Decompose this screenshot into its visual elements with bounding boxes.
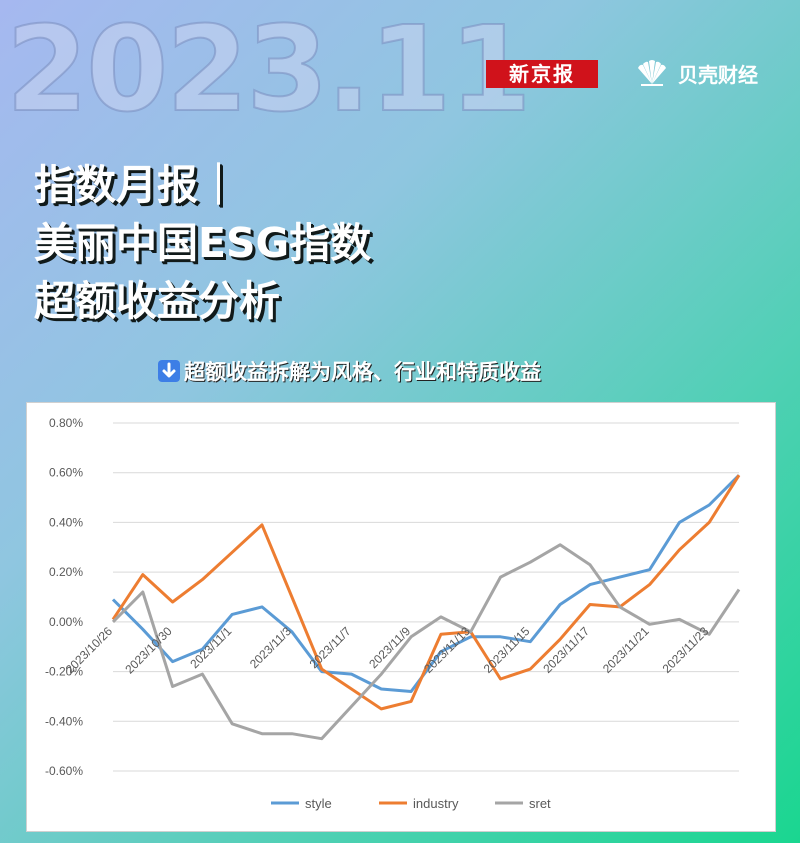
chart-panel: 0.80% 0.60% 0.40% 0.20% 0.00% -0.20% -0.40% -0.… (26, 402, 776, 832)
x-tick-label: 2023/11/1 (187, 624, 234, 671)
series-line-industry (111, 474, 741, 711)
down-arrow-icon (158, 360, 180, 382)
x-tick-label: 2023/11/21 (600, 624, 652, 676)
legend-label-style: style (305, 796, 332, 811)
title-line-3: 超额收益分析 (34, 277, 280, 325)
x-tick-label: 2023/10/26 (63, 624, 116, 677)
page-title: 指数月报｜ 美丽中国ESG指数 超额收益分析 (34, 156, 371, 330)
shell-icon (638, 60, 666, 86)
legend-label-industry: industry (413, 796, 459, 811)
beike-caijing-text: 贝壳财经 (678, 62, 758, 87)
series-line-style (111, 474, 741, 693)
line-chart: 0.80% 0.60% 0.40% 0.20% 0.00% -0.20% -0.40% -0.… (45, 416, 741, 811)
y-tick-label: 0.80% (49, 416, 83, 430)
y-tick-label: 0.40% (49, 515, 83, 529)
y-tick-label: 0.60% (49, 466, 83, 480)
year-month-watermark: 2023.11 (5, 0, 532, 138)
y-tick-label: 0.20% (49, 565, 83, 579)
y-tick-label: -0.60% (45, 764, 83, 778)
beike-caijing-logo: 贝壳财经 (632, 58, 758, 88)
title-line-1: 指数月报｜ (34, 161, 239, 209)
title-line-2: 美丽中国ESG指数 (34, 219, 372, 267)
y-tick-label: 0.00% (49, 615, 83, 629)
chart-caption-text: 超额收益拆解为风格、行业和特质收益 (184, 360, 541, 384)
x-tick-label: 2023/11/15 (481, 624, 533, 676)
legend-label-sret: sret (529, 796, 551, 811)
xinjingbao-logo: 新京报 (486, 60, 598, 88)
x-tick-label: 2023/11/3 (247, 624, 294, 671)
x-tick-label: 2023/11/23 (660, 624, 712, 676)
series-line-sret (111, 543, 741, 741)
x-tick-label: 2023/11/13 (421, 624, 473, 676)
chart-caption: 超额收益拆解为风格、行业和特质收益 (158, 356, 541, 386)
y-tick-label: -0.20% (45, 665, 83, 679)
y-tick-label: -0.40% (45, 714, 83, 728)
